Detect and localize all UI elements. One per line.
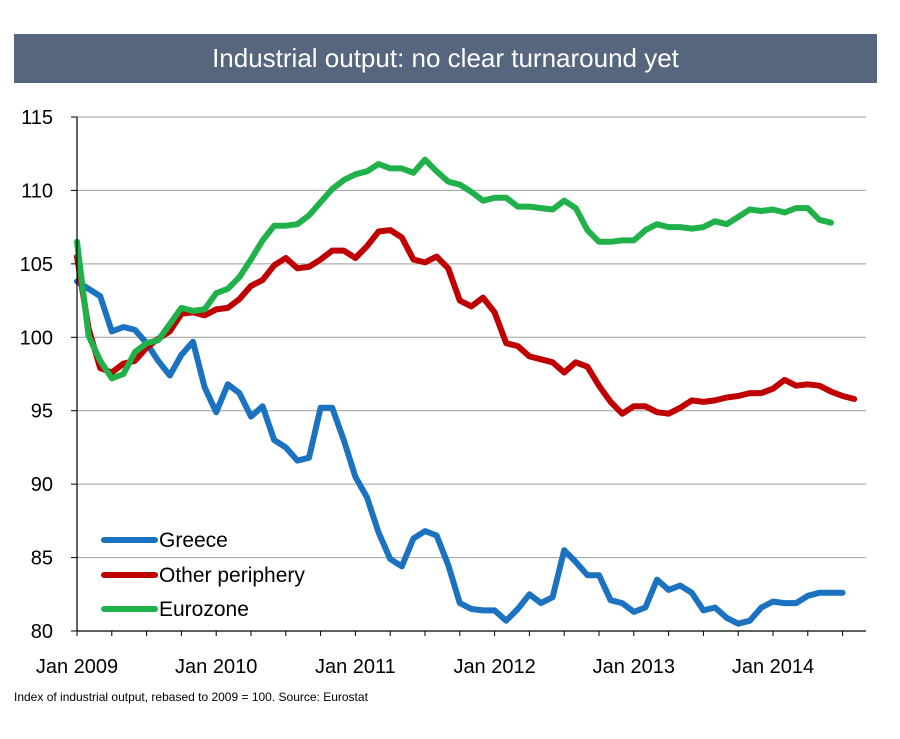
y-tick-label: 105 [20, 254, 53, 276]
x-tick-label: Jan 2010 [175, 656, 257, 678]
series-line-eurozone [74, 156, 834, 382]
gridlines [77, 116, 866, 559]
x-tick-label: Jan 2014 [732, 656, 814, 678]
y-tick-label: 80 [31, 621, 53, 643]
x-axis-ticks: Jan 2009 Jan 2010 Jan 2011 Jan 2012 Jan 2013… [36, 631, 844, 678]
x-tick-label: Jan 2013 [593, 656, 675, 678]
y-tick-label: 85 [31, 548, 53, 570]
x-tick-label: Jan 2011 [315, 656, 396, 678]
legend-label-eurozone: Eurozone [159, 598, 249, 621]
y-axis-ticks: 80 85 90 95 100 105 110 115 [20, 107, 77, 643]
axes [76, 117, 866, 632]
legend-label-greece: Greece [159, 529, 228, 552]
source-note: Index of industrial output, rebased to 2… [14, 690, 368, 704]
series-line-other-periphery [74, 227, 858, 417]
y-tick-label: 100 [20, 327, 53, 349]
y-tick-label: 110 [21, 180, 53, 202]
y-tick-label: 115 [21, 107, 53, 129]
chart-title-bar: Industrial output: no clear turnaround y… [14, 34, 877, 83]
legend-label-other-periphery: Other periphery [159, 564, 305, 587]
series-lines [74, 156, 858, 627]
y-tick-label: 95 [31, 401, 53, 423]
y-tick-label: 90 [31, 474, 53, 496]
x-tick-label: Jan 2009 [36, 656, 118, 678]
legend: Greece Other periphery Eurozone [101, 529, 305, 621]
x-tick-label: Jan 2012 [453, 656, 535, 678]
chart-title: Industrial output: no clear turnaround y… [212, 43, 679, 73]
series-line-greece [74, 278, 846, 627]
